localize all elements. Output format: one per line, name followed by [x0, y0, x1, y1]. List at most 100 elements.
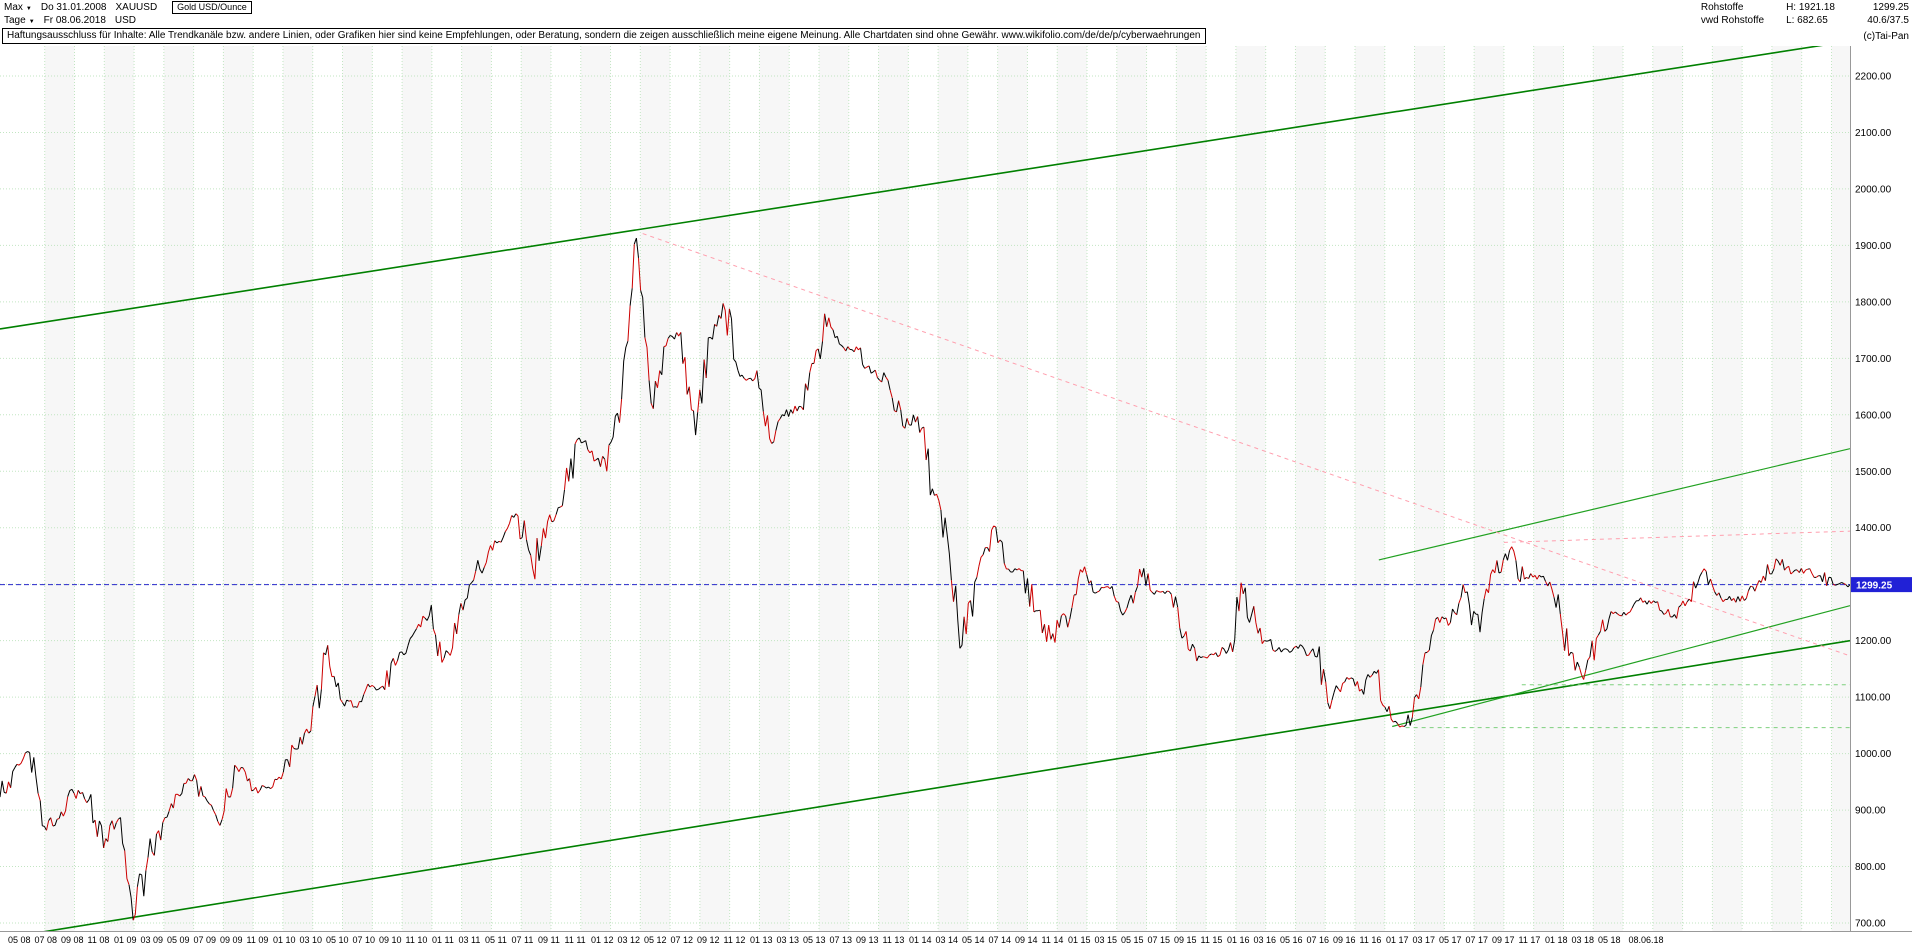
toolbar-row-2: Tage ▼ Fr 08.06.2018 USD: [4, 14, 136, 27]
x-axis-labels: 05 08 07 08 09 08 11 08 01 09 03 09 05 09 07 09…: [8, 935, 1664, 945]
svg-text:07 12: 07 12: [671, 935, 694, 945]
svg-text:01 14: 01 14: [909, 935, 932, 945]
svg-text:09 14: 09 14: [1015, 935, 1038, 945]
svg-text:05 08: 05 08: [8, 935, 31, 945]
date-to-field[interactable]: Fr 08.06.2018: [43, 15, 106, 26]
price-chart[interactable]: 05 08 07 08 09 08 11 08 01 09 03 09 05 09 07 09…: [0, 46, 1912, 952]
trend-line-upper-channel[interactable]: [0, 46, 1850, 330]
quote-provider: vwd Rohstoffe: [1700, 15, 1765, 26]
svg-text:01 16: 01 16: [1227, 935, 1250, 945]
symbol-label: XAUUSD: [115, 2, 158, 13]
trend-line-lower-channel[interactable]: [0, 639, 1850, 939]
svg-text:11 11: 11 11: [565, 935, 586, 945]
instrument-name-box: Gold USD/Ounce: [172, 1, 252, 14]
svg-text:05 16: 05 16: [1280, 935, 1303, 945]
svg-text:09 10: 09 10: [379, 935, 402, 945]
period-dropdown[interactable]: Tage ▼: [4, 14, 35, 27]
svg-text:1600.00: 1600.00: [1855, 410, 1892, 421]
date-from-field[interactable]: Do 31.01.2008: [40, 2, 107, 13]
svg-text:03 14: 03 14: [936, 935, 959, 945]
svg-text:1500.00: 1500.00: [1855, 467, 1892, 478]
price-series-red: [5, 244, 1847, 921]
copyright-label: (c)Tai-Pan: [1863, 31, 1909, 42]
svg-text:03 18: 03 18: [1572, 935, 1595, 945]
svg-text:07 17: 07 17: [1466, 935, 1489, 945]
y-axis-labels: 700.00 800.00 900.00 1000.00 1100.00 1200.00 1…: [1855, 72, 1892, 930]
trend-line-rising-resistance-2016-2018[interactable]: [1378, 448, 1850, 561]
svg-text:2000.00: 2000.00: [1855, 184, 1892, 195]
svg-text:05 09: 05 09: [167, 935, 190, 945]
svg-text:11 16: 11 16: [1360, 935, 1382, 945]
chevron-down-icon: ▼: [25, 5, 32, 12]
plot-area[interactable]: [0, 46, 1850, 939]
svg-text:05 13: 05 13: [803, 935, 826, 945]
svg-text:01 12: 01 12: [591, 935, 614, 945]
chart-canvas[interactable]: 05 08 07 08 09 08 11 08 01 09 03 09 05 09 07 09…: [0, 46, 1912, 952]
trend-line-downtrend-from-2011-peak[interactable]: [642, 233, 1850, 657]
svg-text:11 15: 11 15: [1201, 935, 1223, 945]
svg-text:11 09: 11 09: [247, 935, 269, 945]
svg-text:11 17: 11 17: [1519, 935, 1541, 945]
x-axis-end-label: 08.06.18: [1629, 935, 1664, 945]
trend-line-resistance-1390[interactable]: [1503, 530, 1850, 543]
quote-category: Rohstoffe: [1700, 2, 1744, 13]
quote-panel: Rohstoffe H: 1921.18 1299.25 vwd Rohstof…: [1701, 1, 1909, 27]
currency-label: USD: [114, 15, 137, 26]
svg-text:01 10: 01 10: [273, 935, 296, 945]
svg-text:09 11: 09 11: [538, 935, 560, 945]
svg-text:05 12: 05 12: [644, 935, 667, 945]
svg-text:2100.00: 2100.00: [1855, 128, 1892, 139]
svg-text:03 10: 03 10: [300, 935, 323, 945]
svg-text:05 10: 05 10: [326, 935, 349, 945]
svg-text:09 15: 09 15: [1174, 935, 1197, 945]
svg-text:03 16: 03 16: [1254, 935, 1277, 945]
svg-text:05 14: 05 14: [962, 935, 985, 945]
svg-text:800.00: 800.00: [1855, 862, 1886, 873]
svg-text:03 12: 03 12: [618, 935, 641, 945]
svg-text:1000.00: 1000.00: [1855, 749, 1892, 760]
quote-low: L: 682.65: [1786, 15, 1828, 26]
quote-last: 1299.25: [1872, 2, 1909, 13]
svg-text:03 11: 03 11: [459, 935, 481, 945]
svg-text:01 11: 01 11: [432, 935, 454, 945]
svg-text:05 11: 05 11: [485, 935, 507, 945]
svg-text:11 14: 11 14: [1042, 935, 1064, 945]
quote-ratio: 40.6/37.5: [1867, 15, 1909, 26]
svg-text:03 09: 03 09: [141, 935, 164, 945]
svg-text:05 15: 05 15: [1121, 935, 1144, 945]
svg-text:07 15: 07 15: [1148, 935, 1171, 945]
svg-text:900.00: 900.00: [1855, 806, 1886, 817]
svg-text:1800.00: 1800.00: [1855, 297, 1892, 308]
svg-text:11 08: 11 08: [88, 935, 110, 945]
trend-line-support-2015-2018[interactable]: [1392, 605, 1850, 728]
disclaimer-box: Haftungsausschluss für Inhalte: Alle Tre…: [2, 28, 1206, 44]
svg-text:01 15: 01 15: [1068, 935, 1091, 945]
svg-text:1100.00: 1100.00: [1855, 693, 1891, 704]
svg-text:01 13: 01 13: [750, 935, 773, 945]
background-bands: [44, 46, 1850, 931]
svg-text:11 12: 11 12: [724, 935, 746, 945]
svg-text:11 13: 11 13: [883, 935, 905, 945]
range-dropdown[interactable]: Max ▼: [4, 1, 32, 14]
svg-text:01 18: 01 18: [1545, 935, 1568, 945]
svg-text:03 17: 03 17: [1413, 935, 1436, 945]
svg-text:1400.00: 1400.00: [1855, 523, 1892, 534]
period-dropdown-label: Tage: [4, 15, 26, 26]
svg-text:07 11: 07 11: [512, 935, 534, 945]
svg-text:09 17: 09 17: [1492, 935, 1515, 945]
svg-text:07 09: 07 09: [194, 935, 217, 945]
svg-text:2200.00: 2200.00: [1855, 72, 1892, 83]
svg-text:09 08: 09 08: [61, 935, 84, 945]
svg-text:05 17: 05 17: [1439, 935, 1462, 945]
svg-text:1900.00: 1900.00: [1855, 241, 1892, 252]
chevron-down-icon: ▼: [28, 18, 35, 25]
svg-text:09 16: 09 16: [1333, 935, 1356, 945]
grid: [0, 46, 1850, 931]
svg-text:09 09: 09 09: [220, 935, 243, 945]
svg-text:09 12: 09 12: [697, 935, 720, 945]
svg-text:07 13: 07 13: [830, 935, 853, 945]
svg-text:03 13: 03 13: [777, 935, 800, 945]
svg-text:1299.25: 1299.25: [1856, 581, 1893, 592]
svg-text:1200.00: 1200.00: [1855, 636, 1892, 647]
